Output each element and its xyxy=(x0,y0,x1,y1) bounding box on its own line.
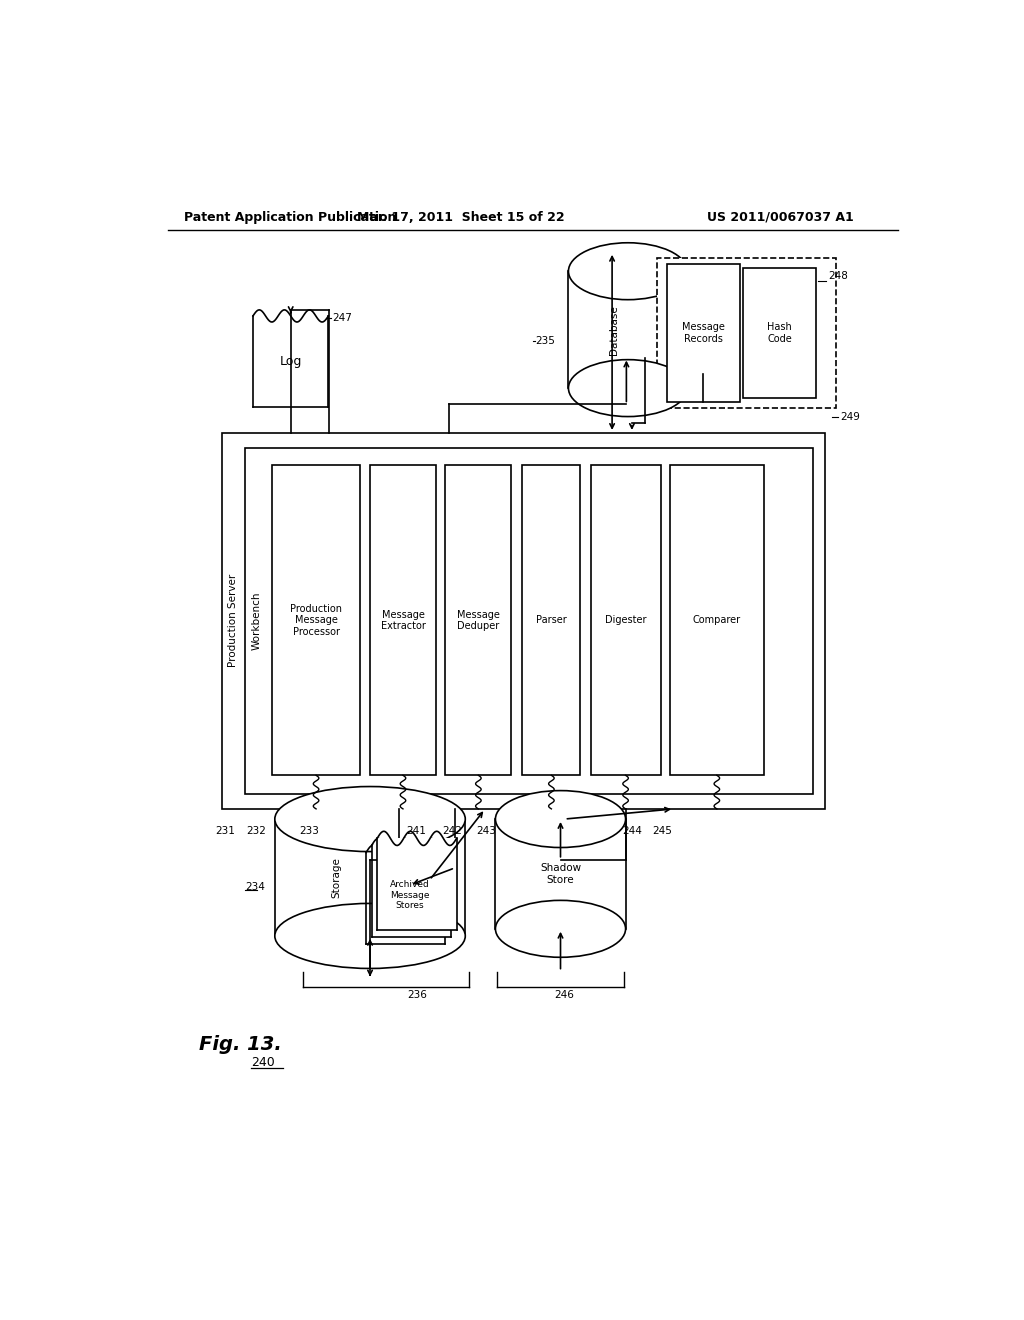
Text: Digester: Digester xyxy=(605,615,646,626)
Text: Fig. 13.: Fig. 13. xyxy=(200,1035,283,1055)
Text: 242: 242 xyxy=(442,826,463,837)
Polygon shape xyxy=(246,447,813,793)
Text: 245: 245 xyxy=(652,826,672,837)
Text: 236: 236 xyxy=(408,990,428,999)
Text: Hash
Code: Hash Code xyxy=(767,322,792,345)
Text: Message
Records: Message Records xyxy=(682,322,725,345)
Text: 241: 241 xyxy=(407,826,426,837)
Polygon shape xyxy=(272,466,359,775)
Ellipse shape xyxy=(274,787,465,851)
Text: 244: 244 xyxy=(622,826,642,837)
Text: Database: Database xyxy=(608,305,618,355)
Ellipse shape xyxy=(568,243,687,300)
Text: Message
Deduper: Message Deduper xyxy=(457,610,500,631)
Polygon shape xyxy=(274,818,465,936)
Text: Archived
Message
Stores: Archived Message Stores xyxy=(390,880,430,911)
Text: 249: 249 xyxy=(840,412,860,421)
Text: Workbench: Workbench xyxy=(252,591,261,651)
Polygon shape xyxy=(667,264,740,403)
Text: 232: 232 xyxy=(247,826,266,837)
Text: Parser: Parser xyxy=(536,615,566,626)
Text: 246: 246 xyxy=(555,990,574,999)
Ellipse shape xyxy=(568,359,687,417)
Ellipse shape xyxy=(496,791,626,847)
Text: 247: 247 xyxy=(333,313,352,323)
Text: Production
Message
Processor: Production Message Processor xyxy=(290,603,342,638)
Text: Patent Application Publication: Patent Application Publication xyxy=(183,211,396,224)
Text: Log: Log xyxy=(280,355,302,368)
Polygon shape xyxy=(743,268,816,399)
Polygon shape xyxy=(377,838,457,929)
Text: Storage: Storage xyxy=(332,857,342,898)
Text: Shadow
Store: Shadow Store xyxy=(540,863,581,884)
Text: 248: 248 xyxy=(828,272,848,281)
Polygon shape xyxy=(591,466,660,775)
Text: US 2011/0067037 A1: US 2011/0067037 A1 xyxy=(708,211,854,224)
Polygon shape xyxy=(568,271,687,388)
Text: 234: 234 xyxy=(246,882,265,892)
Polygon shape xyxy=(253,315,329,408)
Polygon shape xyxy=(496,818,626,929)
Text: 243: 243 xyxy=(476,826,496,837)
Text: Mar. 17, 2011  Sheet 15 of 22: Mar. 17, 2011 Sheet 15 of 22 xyxy=(357,211,565,224)
Polygon shape xyxy=(221,433,824,809)
Text: 240: 240 xyxy=(251,1056,274,1069)
Polygon shape xyxy=(670,466,764,775)
Text: 231: 231 xyxy=(215,826,234,837)
Polygon shape xyxy=(367,853,445,944)
Polygon shape xyxy=(657,257,836,408)
Text: Production Server: Production Server xyxy=(227,574,238,668)
Polygon shape xyxy=(370,466,436,775)
Ellipse shape xyxy=(496,900,626,957)
Ellipse shape xyxy=(274,903,465,969)
Polygon shape xyxy=(522,466,581,775)
Polygon shape xyxy=(372,846,451,937)
Polygon shape xyxy=(445,466,511,775)
Text: 233: 233 xyxy=(299,826,318,837)
Text: 235: 235 xyxy=(536,337,555,346)
Text: Comparer: Comparer xyxy=(693,615,741,626)
Text: Message
Extractor: Message Extractor xyxy=(381,610,425,631)
